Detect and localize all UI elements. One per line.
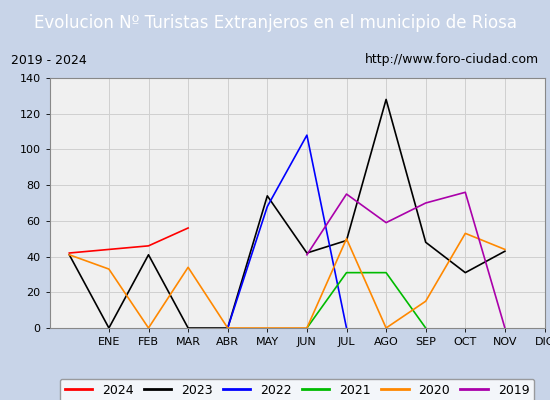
Text: http://www.foro-ciudad.com: http://www.foro-ciudad.com (365, 54, 539, 66)
Text: Evolucion Nº Turistas Extranjeros en el municipio de Riosa: Evolucion Nº Turistas Extranjeros en el … (34, 14, 516, 32)
Text: 2019 - 2024: 2019 - 2024 (11, 54, 87, 66)
Legend: 2024, 2023, 2022, 2021, 2020, 2019: 2024, 2023, 2022, 2021, 2020, 2019 (59, 379, 535, 400)
